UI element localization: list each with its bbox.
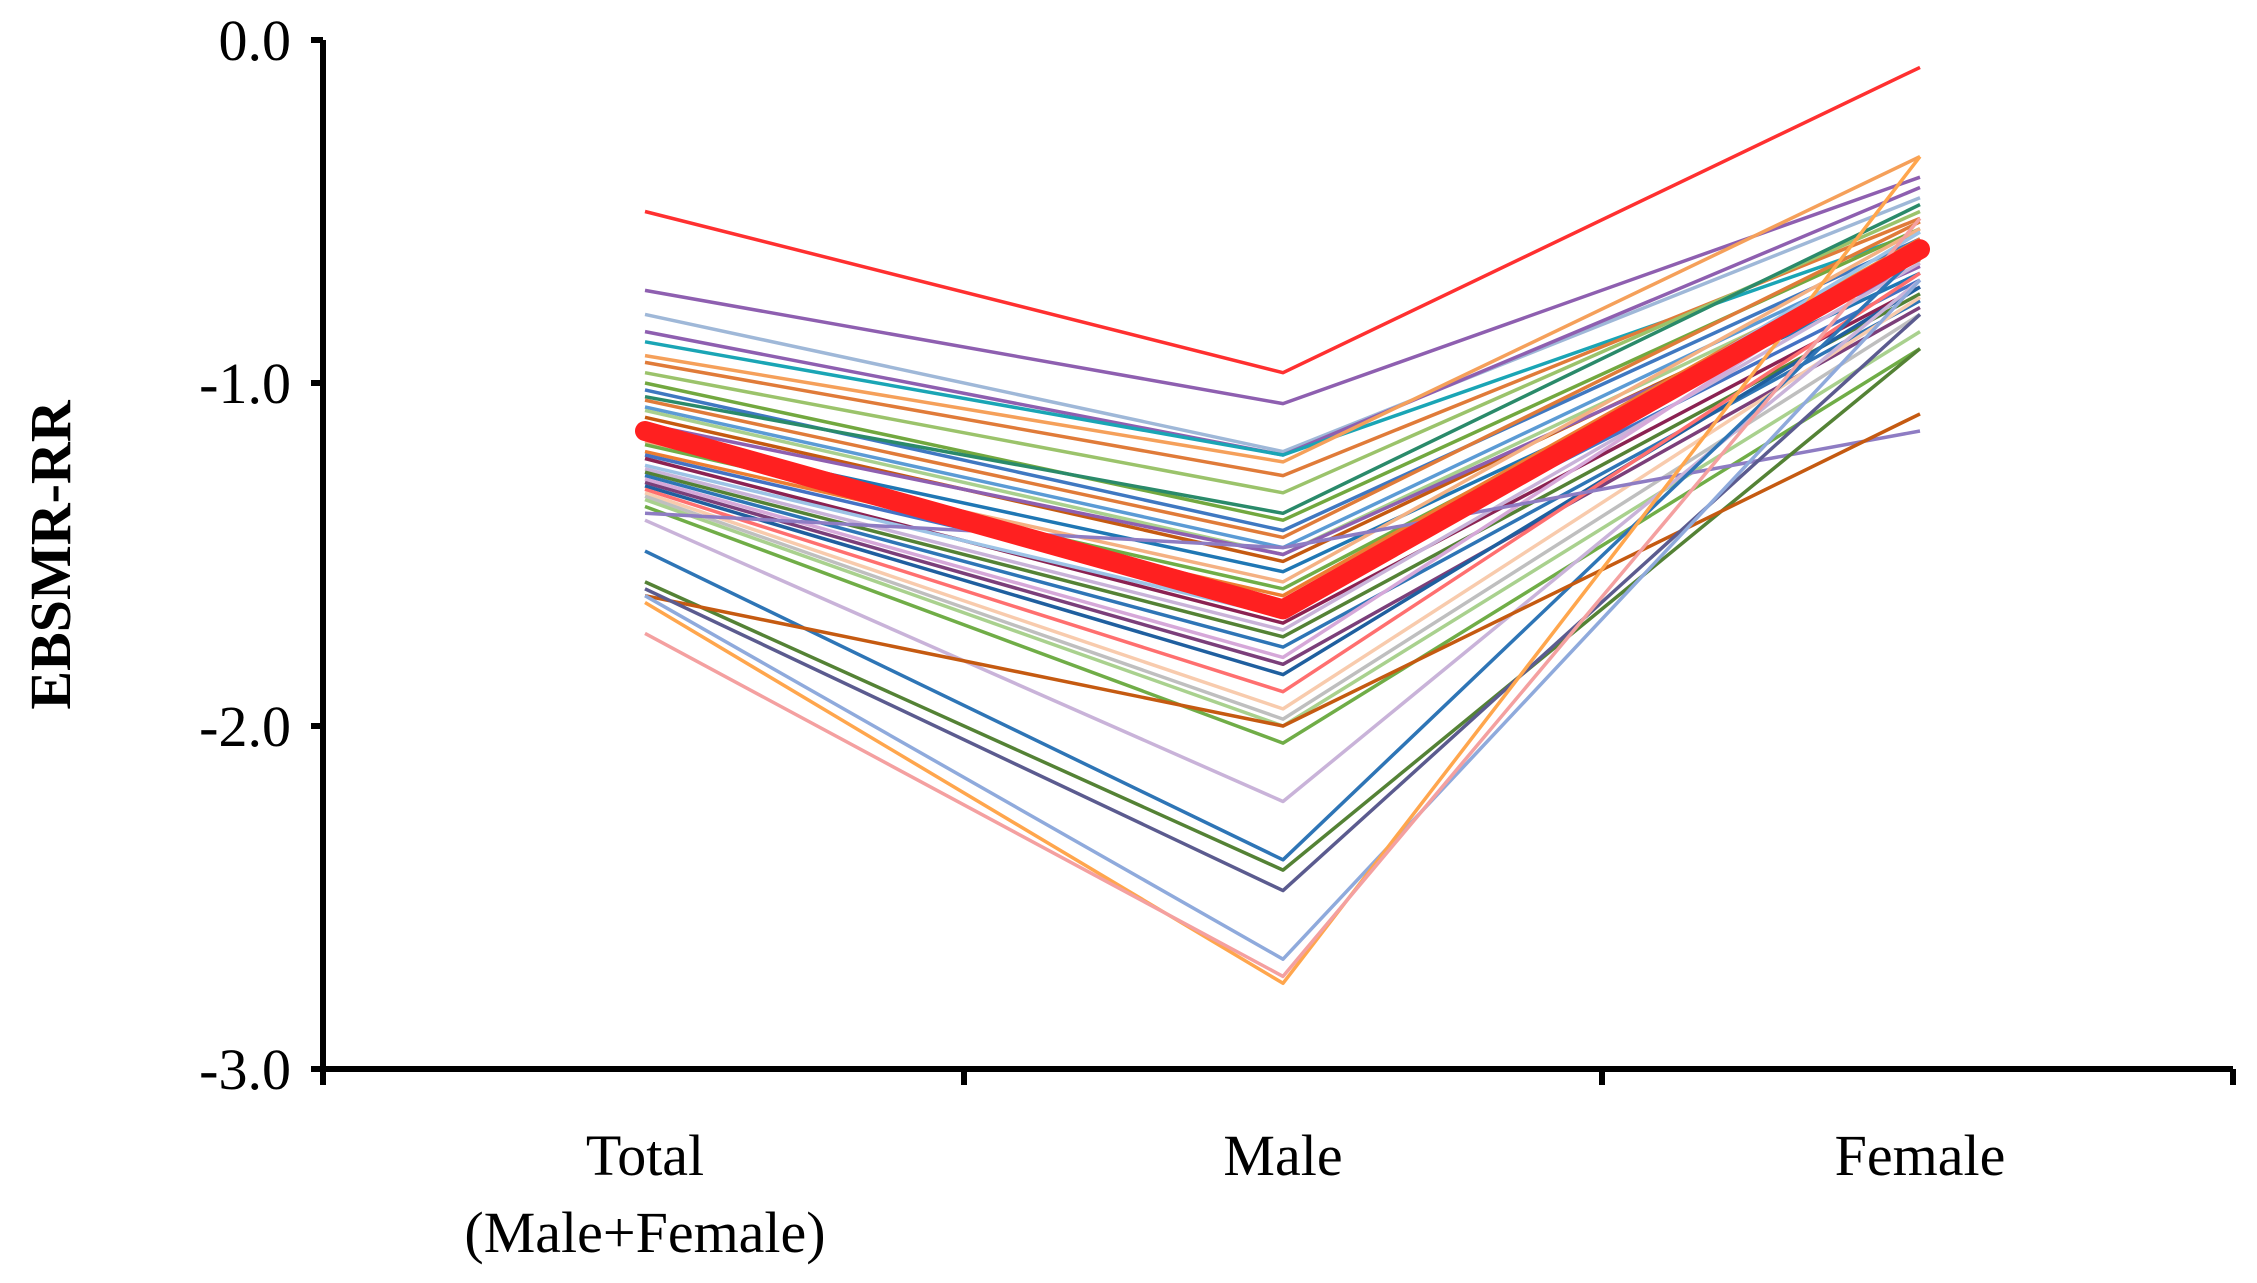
series-line-S12	[644, 220, 1921, 540]
series-line-S28	[644, 305, 1921, 667]
y-tick-label: 0.0	[219, 8, 292, 73]
highlight-series-line	[635, 239, 1930, 620]
series-line-S01	[644, 65, 1921, 375]
series-line-S11	[644, 203, 1921, 516]
series-line-S22	[644, 285, 1921, 625]
series-line-S30	[644, 271, 1921, 694]
y-axis-title: EBSMR-RR	[18, 399, 83, 709]
series-line-S08	[644, 209, 1921, 495]
series-line-S41	[644, 278, 1922, 961]
series-layer	[644, 65, 1922, 986]
series-line-S32	[644, 312, 1921, 721]
y-tick-label: -3.0	[199, 1037, 291, 1102]
x-category-sublabel: (Male+Female)	[464, 1200, 825, 1265]
series-line-S24	[644, 261, 1921, 632]
series-line-S37	[644, 251, 1922, 862]
y-tick-label: -1.0	[199, 351, 291, 416]
series-line-S02	[644, 175, 1921, 406]
y-tick-label: -2.0	[199, 694, 291, 759]
x-ticks: Total (Male+Female) Male Female	[320, 1069, 2236, 1265]
highlight-layer	[635, 239, 1930, 620]
series-line-S27	[644, 244, 1921, 660]
series-line-S38	[644, 347, 1922, 872]
series-line-S34	[644, 347, 1921, 745]
series-line-S29	[644, 285, 1921, 677]
x-category-label: Total	[586, 1123, 704, 1188]
series-line-S03	[644, 196, 1921, 454]
series-line-S42	[644, 155, 1922, 986]
x-category-label: Female	[1835, 1123, 2006, 1188]
y-ticks: 0.0 -1.0 -2.0 -3.0	[199, 8, 323, 1102]
x-category-label: Male	[1223, 1123, 1342, 1188]
series-line-S06	[644, 155, 1921, 464]
series-line-S25	[644, 292, 1921, 639]
series-line-S43	[644, 217, 1922, 979]
series-line-S39	[644, 412, 1921, 728]
